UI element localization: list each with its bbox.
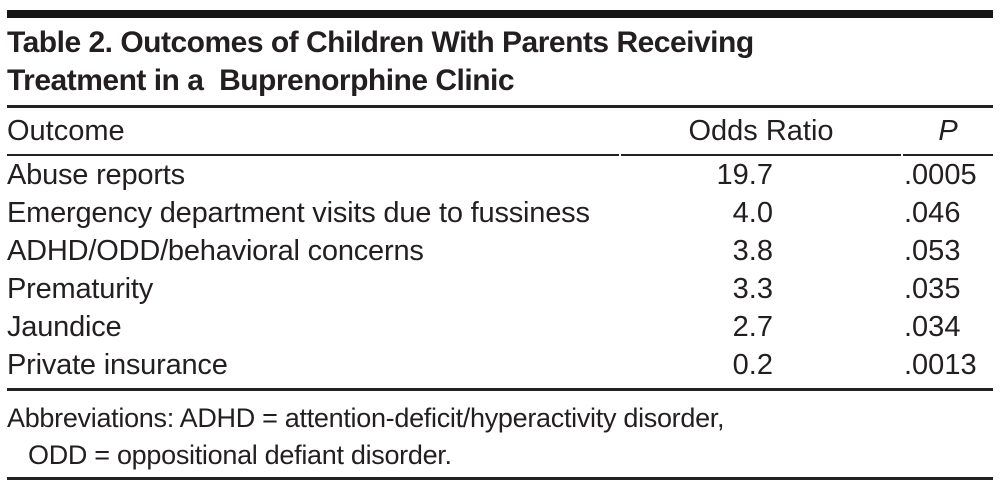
- table-row: ADHD/ODD/behavioral concerns 3.8 .053: [7, 232, 993, 270]
- table-row: Jaundice 2.7 .034: [7, 308, 993, 346]
- p-value-cell: .034: [904, 311, 961, 343]
- column-header-p-value: P: [903, 108, 993, 156]
- bottom-rule: [7, 477, 993, 480]
- table-row: Abuse reports 19.7 .0005: [7, 156, 993, 194]
- outcome-cell: Jaundice: [7, 311, 122, 343]
- outcome-cell: Abuse reports: [7, 159, 185, 191]
- outcome-cell: ADHD/ODD/behavioral concerns: [7, 235, 424, 267]
- table-row: Emergency department visits due to fussi…: [7, 194, 993, 232]
- odds-ratio-cell: 2.7: [732, 311, 773, 343]
- table-content-area: Table 2. Outcomes of Children With Paren…: [5, 10, 995, 480]
- odds-ratio-cell: 3.3: [732, 273, 773, 305]
- top-rule: [7, 10, 993, 18]
- p-value-cell: .0013: [904, 349, 977, 381]
- abbreviations-line-1: Abbreviations: ADHD = attention-deficit/…: [7, 403, 725, 433]
- p-value-cell: .035: [904, 273, 961, 305]
- column-header-outcome: Outcome: [7, 108, 619, 156]
- table-title: Table 2. Outcomes of Children With Paren…: [7, 26, 754, 97]
- odds-ratio-cell: 4.0: [732, 197, 773, 229]
- abbreviations-line-2: ODD = oppositional defiant disorder.: [28, 440, 452, 470]
- outcome-cell: Private insurance: [7, 349, 228, 381]
- column-header-odds-ratio: Odds Ratio: [621, 108, 901, 156]
- p-value-cell: .0005: [904, 159, 977, 191]
- outcome-cell: Emergency department visits due to fussi…: [7, 197, 590, 229]
- odds-ratio-cell: 3.8: [732, 235, 773, 267]
- odds-ratio-cell: 19.7: [716, 159, 773, 191]
- title-divider-rule: [7, 105, 993, 108]
- header-row: Outcome Odds Ratio P: [7, 108, 993, 156]
- outcome-cell: Prematurity: [7, 273, 154, 305]
- odds-ratio-cell: 0.2: [732, 349, 773, 381]
- p-value-cell: .053: [904, 235, 961, 267]
- table-bottom-rule: [7, 388, 993, 391]
- table-row: Private insurance 0.2 .0013: [7, 346, 993, 384]
- outcomes-table: Outcome Odds Ratio P Abuse reports 19.7 …: [5, 108, 995, 384]
- p-value-cell: .046: [904, 197, 961, 229]
- abbreviations-note: Abbreviations: ADHD = attention-deficit/…: [7, 400, 993, 474]
- table-row: Prematurity 3.3 .035: [7, 270, 993, 308]
